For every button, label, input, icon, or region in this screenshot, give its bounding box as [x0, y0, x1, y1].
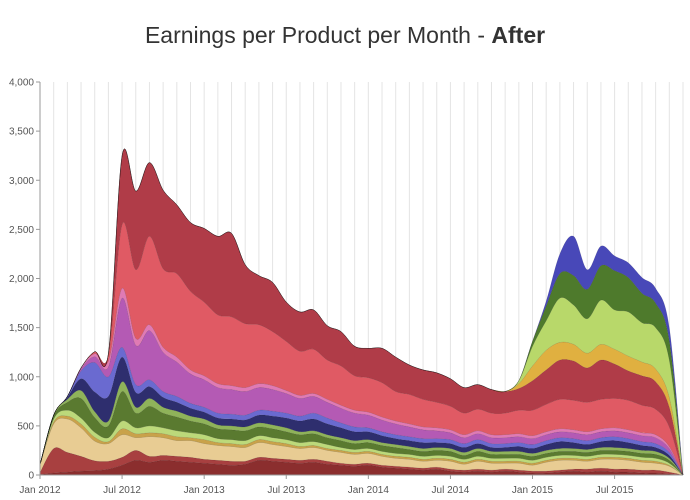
y-tick-label: 2,500: [9, 225, 34, 236]
chart-title-text: Earnings per Product per Month -: [144, 22, 492, 48]
y-tick-label: 500: [17, 421, 34, 432]
stacked-areas: [39, 148, 684, 476]
y-tick-label: 1,000: [9, 372, 34, 383]
y-tick-label: 1,500: [9, 323, 34, 334]
x-tick-label: Jul 2015: [596, 485, 634, 496]
y-tick-label: 0: [28, 471, 34, 482]
x-tick-label: Jul 2014: [432, 485, 470, 496]
y-tick-label: 4,000: [9, 78, 34, 89]
y-tick-label: 2,000: [9, 274, 34, 285]
x-tick-label: Jul 2013: [267, 485, 305, 496]
axes: 0 500 1,000 1,500 2,000 2,500 3,000 3,500 4,000 J…: [9, 78, 683, 496]
chart-title: Earnings per Product per Month - After: [0, 22, 690, 49]
chart-title-emphasis: After: [491, 22, 546, 48]
y-tick-label: 3,500: [9, 127, 34, 138]
x-tick-label: Jan 2015: [512, 485, 554, 496]
x-tick-label: Jan 2012: [19, 485, 61, 496]
y-tick-label: 3,000: [9, 176, 34, 187]
x-tick-label: Jan 2013: [184, 485, 226, 496]
x-tick-label: Jan 2014: [348, 485, 390, 496]
x-tick-label: Jul 2012: [103, 485, 141, 496]
